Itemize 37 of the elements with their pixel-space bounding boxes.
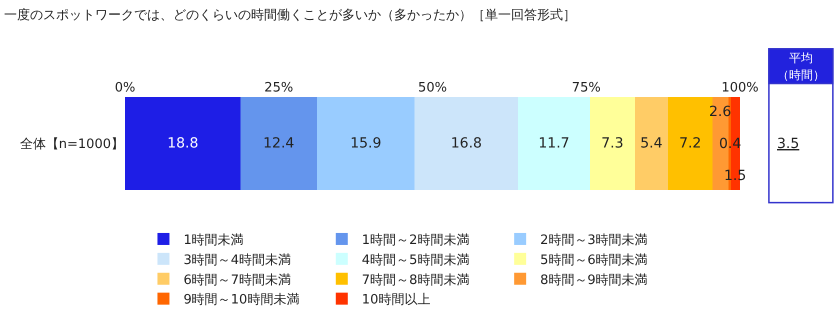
bar (125, 96, 241, 190)
legend-label: 1時間～2時間未満 (362, 233, 470, 248)
legend-label: 2時間～3時間未満 (540, 233, 648, 248)
text: （時間） (777, 68, 825, 82)
data-label: 7.2 (679, 136, 702, 152)
legend-label: 9時間～10時間未満 (183, 292, 300, 308)
legend-label: 7時間～8時間未満 (362, 272, 470, 288)
text: 平均 (789, 51, 813, 65)
x-tick-label: 25% (264, 80, 294, 96)
legend-label: 1時間未満 (183, 233, 244, 248)
bar (240, 96, 317, 190)
bar (316, 96, 415, 190)
x-tick-label: 100% (721, 80, 759, 96)
data-label: 5.4 (640, 136, 663, 152)
y-tick-label: 全体【n=1000】 (20, 137, 124, 152)
data-label: 16.8 (450, 136, 482, 152)
legend-label: 4時間～5時間未満 (362, 252, 470, 268)
x-tick-label: 75% (572, 80, 601, 96)
legend-label: 8時間～9時間未満 (540, 272, 648, 288)
bar (590, 96, 635, 190)
data-label: 18.8 (167, 136, 198, 152)
data-label: 15.9 (350, 136, 382, 152)
chart-title: 一度のスポットワークでは、どのくらいの時間働くことが多いか（多かったか）［単一回答形式］ (4, 6, 576, 23)
x-tick-label: 50% (418, 80, 447, 96)
legend-label: 6時間～7時間未満 (183, 272, 291, 288)
bar (634, 96, 668, 190)
bar (414, 96, 518, 190)
legend-label: 3時間～4時間未満 (183, 252, 291, 268)
x-tick-label: 0% (114, 80, 136, 96)
legend-label: 10時間以上 (362, 292, 430, 308)
data-label: 7.3 (601, 136, 624, 152)
data-label: 2.6 (709, 104, 732, 120)
legend-label: 5時間～6時間未満 (540, 252, 648, 268)
text: 3.5 (777, 136, 800, 152)
data-label: 11.7 (538, 136, 570, 152)
data-label: 12.4 (263, 136, 294, 152)
bar (518, 96, 590, 190)
